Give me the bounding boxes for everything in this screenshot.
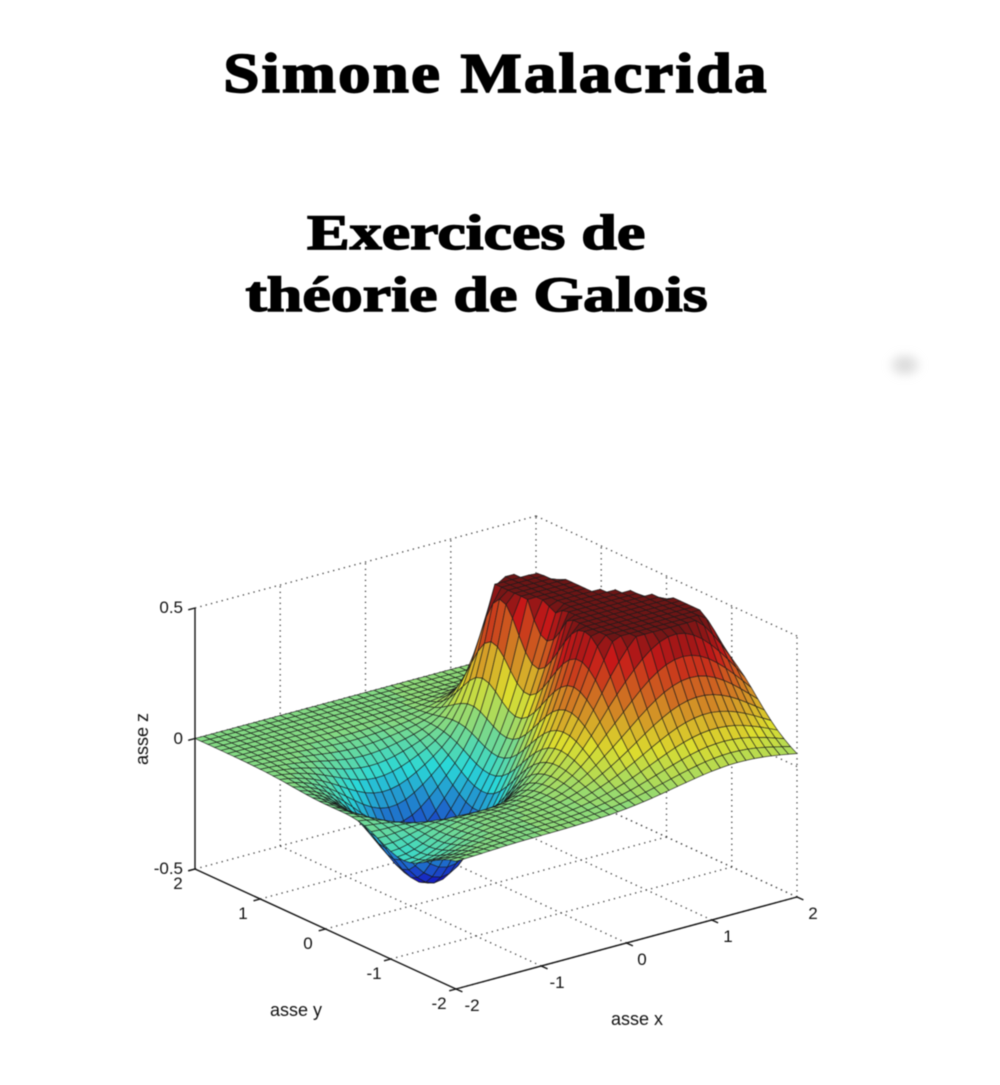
svg-text:-2: -2 [464,996,479,1015]
svg-text:0: 0 [174,729,183,748]
svg-text:1: 1 [723,927,732,946]
svg-text:-1: -1 [549,973,564,992]
svg-text:asse z: asse z [132,713,152,765]
svg-text:asse x: asse x [611,1009,663,1029]
svg-text:-0.5: -0.5 [154,859,183,878]
svg-text:-2: -2 [431,994,446,1013]
svg-text:-1: -1 [366,964,381,983]
svg-text:asse y: asse y [270,1000,322,1020]
svg-text:2: 2 [808,904,817,923]
svg-text:0.5: 0.5 [159,598,183,617]
svg-text:0: 0 [637,950,646,969]
svg-text:1: 1 [238,904,247,923]
svg-text:0: 0 [303,934,312,953]
svg-text:2: 2 [173,874,182,893]
